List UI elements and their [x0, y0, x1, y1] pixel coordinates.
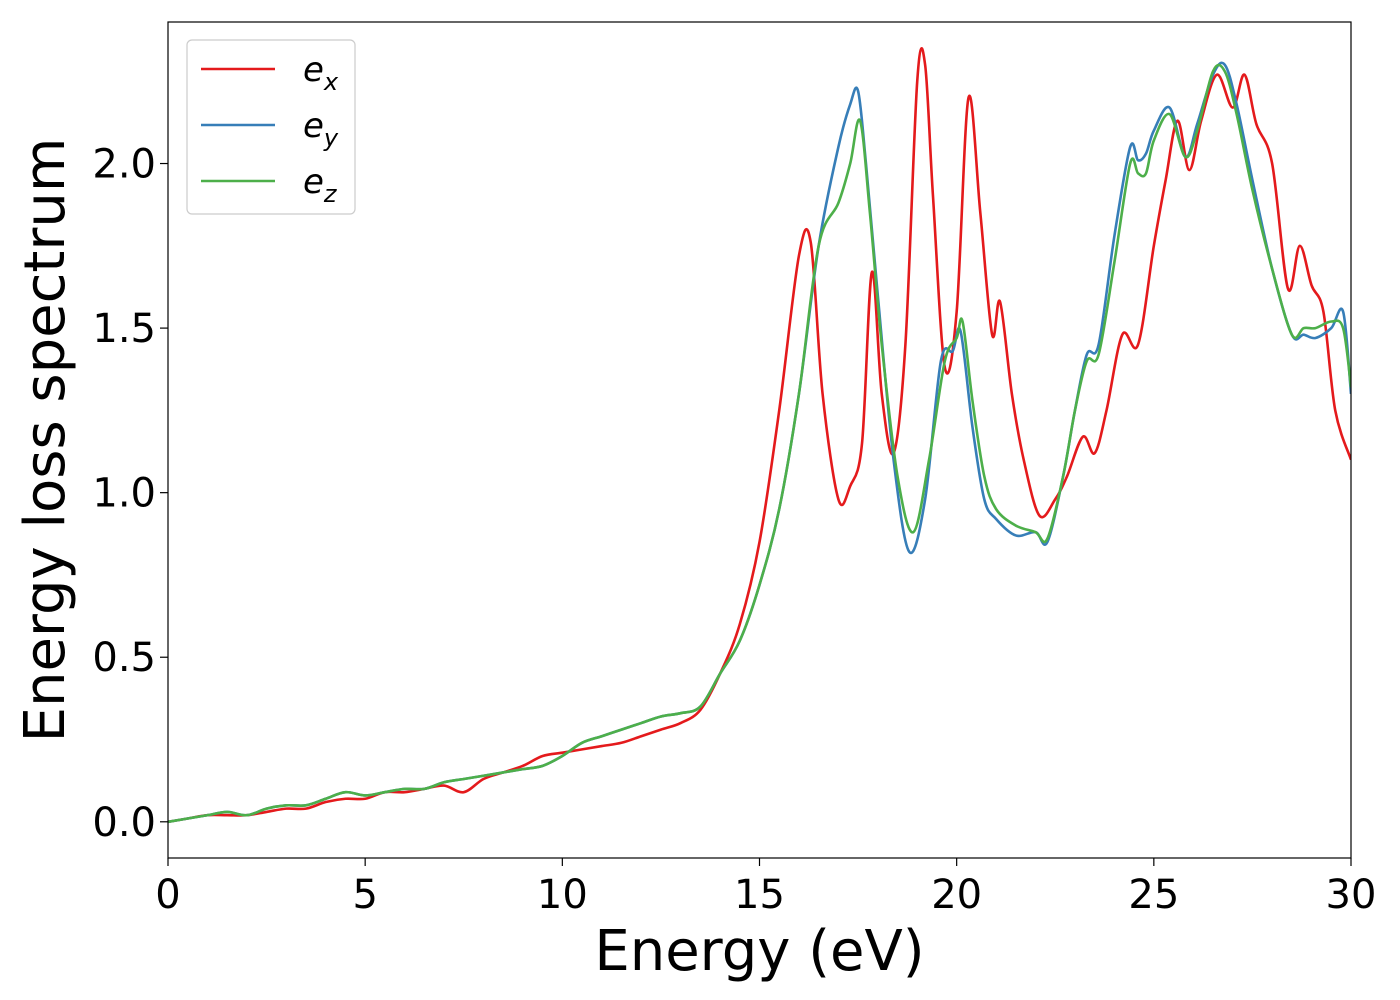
y-tick-label: 0.5: [92, 635, 156, 681]
series-layer: [168, 47, 1351, 824]
series-line-e-x: [168, 47, 1351, 824]
y-tick-label: 1.0: [92, 471, 156, 517]
x-tick-label: 10: [537, 872, 588, 918]
x-tick-label: 30: [1326, 872, 1377, 918]
y-tick-label: 0.0: [92, 800, 156, 846]
legend-label: ex: [303, 50, 339, 96]
x-axis-label: Energy (eV): [594, 919, 924, 984]
series-line-e-z: [168, 63, 1351, 824]
x-tick-label: 25: [1128, 872, 1179, 918]
legend-label: ey: [303, 106, 339, 152]
x-tick-label: 0: [155, 872, 180, 918]
y-tick-label: 1.5: [92, 306, 156, 352]
x-tick-label: 5: [352, 872, 377, 918]
y-tick-label: 2.0: [92, 142, 156, 188]
y-axis: 0.0 0.5 1.0 1.5 2.0: [92, 142, 168, 846]
y-axis-label: Energy loss spectrum: [13, 138, 78, 743]
legend-box: [186, 39, 356, 215]
x-tick-label: 15: [734, 872, 785, 918]
x-axis: 0 5 10 15 20 25 30: [155, 858, 1376, 918]
x-tick-label: 20: [931, 872, 982, 918]
